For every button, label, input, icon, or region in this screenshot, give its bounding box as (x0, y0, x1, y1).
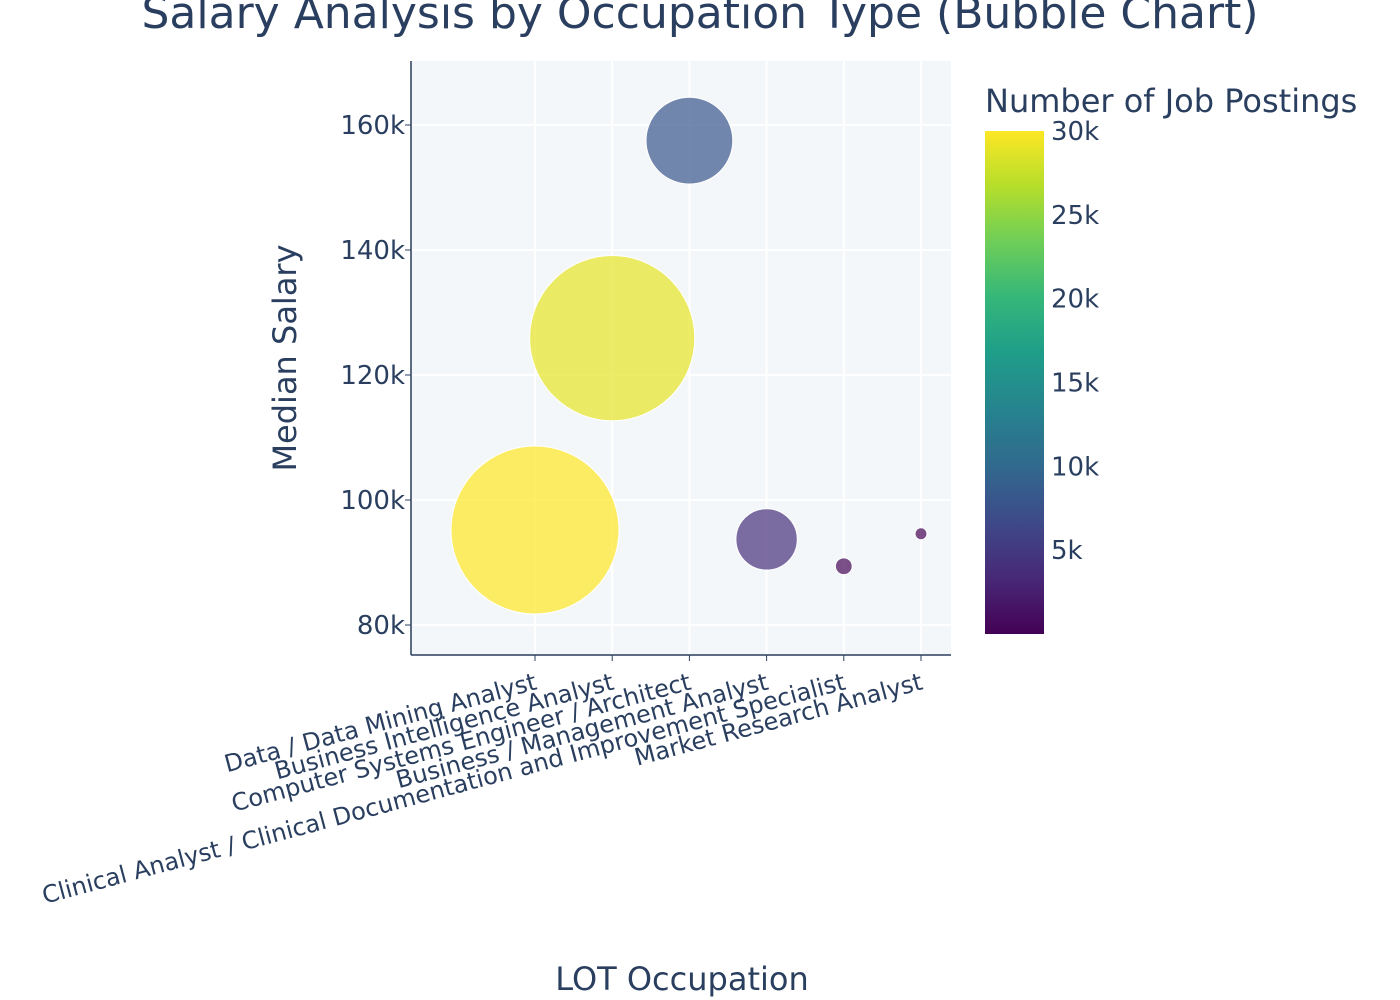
colorbar-tick-label: 30k (1051, 117, 1099, 147)
y-tick-label: 120k (340, 361, 405, 391)
colorbar-tick-label: 25k (1051, 201, 1099, 231)
y-tick-label: 100k (340, 486, 405, 516)
bubble (834, 557, 853, 576)
y-tick-labels: 80k 100k 120k 140k 160k (340, 111, 411, 641)
bubble (529, 255, 696, 422)
y-axis-title: Median Salary (266, 244, 304, 471)
y-tick-label: 160k (340, 111, 405, 141)
bubble (645, 96, 734, 185)
y-tick-label: 80k (357, 611, 405, 641)
bubbles (450, 96, 928, 615)
bubble (914, 527, 928, 541)
colorbar-tick-label: 10k (1051, 452, 1099, 482)
y-tick-label: 140k (340, 236, 405, 266)
colorbar-title: Number of Job Postings (985, 82, 1357, 120)
bubble (450, 445, 620, 615)
chart-title: Salary Analysis by Occupation Type (Bubb… (142, 0, 1259, 39)
colorbar-tick-label: 5k (1051, 536, 1083, 566)
colorbar (985, 131, 1044, 634)
colorbar-tick-label: 20k (1051, 285, 1099, 315)
colorbar-tick-labels: 5k 10k 15k 20k 25k 30k (1051, 117, 1099, 566)
x-axis-title: LOT Occupation (555, 960, 808, 998)
bubble (735, 508, 798, 571)
colorbar-tick-label: 15k (1051, 369, 1099, 399)
